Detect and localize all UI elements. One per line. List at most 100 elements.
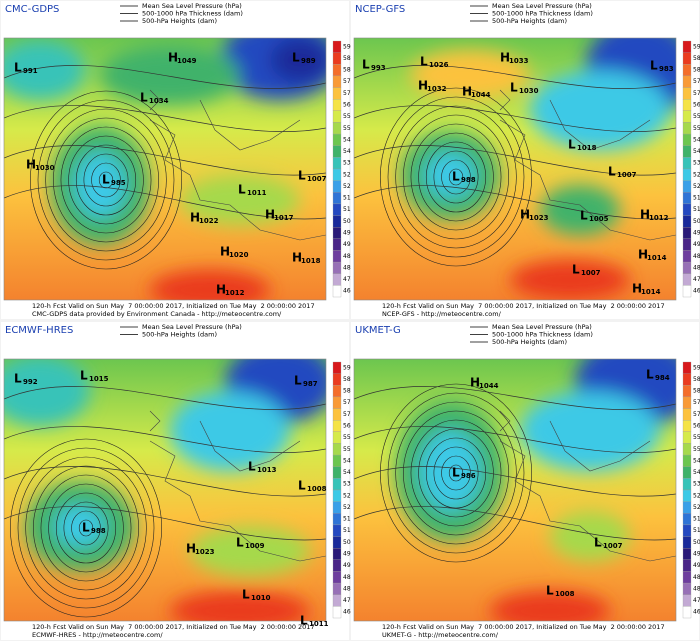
height-contour: [4, 105, 326, 132]
center-pressure: 1011: [247, 189, 267, 197]
colorbar-swatch: [682, 559, 692, 572]
colorbar-swatch: [682, 261, 692, 274]
field-blob: [550, 511, 630, 561]
height-contour: [4, 386, 326, 410]
field-blob: [190, 526, 310, 576]
center-pressure: 1007: [617, 171, 637, 179]
center-pressure: 986: [461, 472, 476, 480]
height-contour: [4, 185, 326, 220]
colorbar-swatch: [682, 122, 692, 135]
height-contour: [4, 65, 326, 89]
colorbar-label: 516: [343, 195, 355, 202]
map: [4, 359, 326, 621]
field-blob: [180, 175, 300, 225]
isobar: [63, 501, 109, 555]
colorbar-swatch: [682, 373, 692, 386]
height-contour: [354, 185, 676, 220]
credit: NCEP-GFS - http://meteocentre.com/: [382, 310, 502, 318]
colorbar-label: 528: [343, 171, 355, 178]
field-blob: [170, 591, 310, 621]
colorbar-label: 546: [343, 457, 355, 464]
isobar: [395, 401, 517, 545]
colorbar-label: 534: [343, 481, 355, 488]
map-frame: [3, 37, 327, 301]
colorbar-label: 480: [343, 264, 355, 271]
colorbar-label: 468: [343, 609, 355, 616]
center-pressure: 1022: [199, 217, 219, 225]
colorbar-swatch: [682, 215, 692, 228]
colorbar-swatch: [682, 227, 692, 239]
center-pressure: 989: [301, 57, 316, 65]
panel-title: NCEP-GFS: [355, 4, 405, 15]
center-letter: H: [168, 51, 178, 65]
legend-label: Mean Sea Level Pressure (hPa): [142, 2, 242, 10]
center-letter: L: [650, 59, 658, 73]
center-letter: L: [82, 521, 90, 535]
height-contour: [354, 466, 676, 497]
isobar: [380, 87, 532, 267]
center-pressure: 987: [303, 380, 318, 388]
colorbar-swatch: [682, 192, 692, 205]
legend-label: 500-1000 hPa Thickness (dam): [142, 10, 243, 18]
map-frame: [353, 37, 677, 301]
colorbar-label: 522: [343, 504, 355, 511]
isobar: [30, 90, 182, 270]
center-letter: L: [452, 170, 460, 184]
center-pressure: 1013: [257, 466, 277, 474]
center-letter: H: [265, 208, 275, 222]
colorbar-label: 576: [343, 399, 355, 406]
colorbar-label: 546: [693, 457, 700, 464]
field-blob: [510, 260, 630, 300]
legend-label: Mean Sea Level Pressure (hPa): [492, 323, 592, 331]
colorbar-label: 504: [343, 218, 355, 225]
colorbar-swatch: [332, 215, 342, 228]
colorbar-swatch: [332, 250, 342, 263]
map-blobs: [4, 38, 326, 300]
center-letter: L: [452, 466, 460, 480]
valid-time: 120-h Fcst Valid on Sun May 7 00:00:00 2…: [32, 302, 315, 310]
colorbar-swatch: [682, 133, 692, 146]
center-pressure: 1010: [251, 594, 271, 602]
height-contour: [4, 426, 326, 453]
model-panel: ECMWF-HRES Mean Sea Level Pressure (hPa)5…: [1, 322, 355, 640]
field-blob: [270, 38, 326, 82]
center-pressure: 1030: [35, 164, 55, 172]
colorbar-label: 492: [343, 562, 355, 569]
colorbar-label: 522: [693, 183, 700, 190]
height-contour: [354, 426, 676, 453]
colorbar-swatch: [682, 548, 692, 560]
center-letter: L: [546, 584, 554, 598]
colorbar-swatch: [332, 273, 342, 286]
colorbar-swatch: [682, 513, 692, 526]
isobar: [433, 150, 479, 204]
colorbar-label: 558: [693, 434, 700, 441]
colorbar-swatch: [682, 157, 692, 170]
colorbar-label: 486: [343, 574, 355, 581]
center-letter: H: [640, 208, 650, 222]
center-letter: L: [14, 61, 22, 75]
model-panel: UKMET-G Mean Sea Level Pressure (hPa)500-…: [351, 322, 700, 640]
map-frame: [353, 358, 677, 622]
isobar: [418, 132, 494, 222]
colorbar-label: 474: [343, 597, 355, 604]
field-blob: [4, 40, 85, 100]
colorbar-swatch: [332, 227, 342, 239]
center-pressure: 1008: [307, 485, 327, 493]
isobar: [83, 153, 129, 207]
colorbar-label: 516: [693, 516, 700, 523]
isobar: [37, 99, 175, 261]
colorbar-swatch: [332, 180, 342, 193]
colorbar-label: 558: [343, 434, 355, 441]
center-pressure: 1044: [479, 382, 499, 390]
isobar: [380, 383, 532, 563]
colorbar-label: 594: [693, 364, 700, 371]
colorbar-swatch: [332, 466, 342, 479]
colorbar-label: 474: [693, 276, 700, 283]
isobar: [387, 392, 525, 554]
colorbar-label: 540: [343, 469, 355, 476]
center-pressure: 1023: [529, 214, 549, 222]
field-blob: [420, 431, 480, 511]
colorbar-label: 540: [693, 148, 700, 155]
isobar: [25, 456, 147, 600]
